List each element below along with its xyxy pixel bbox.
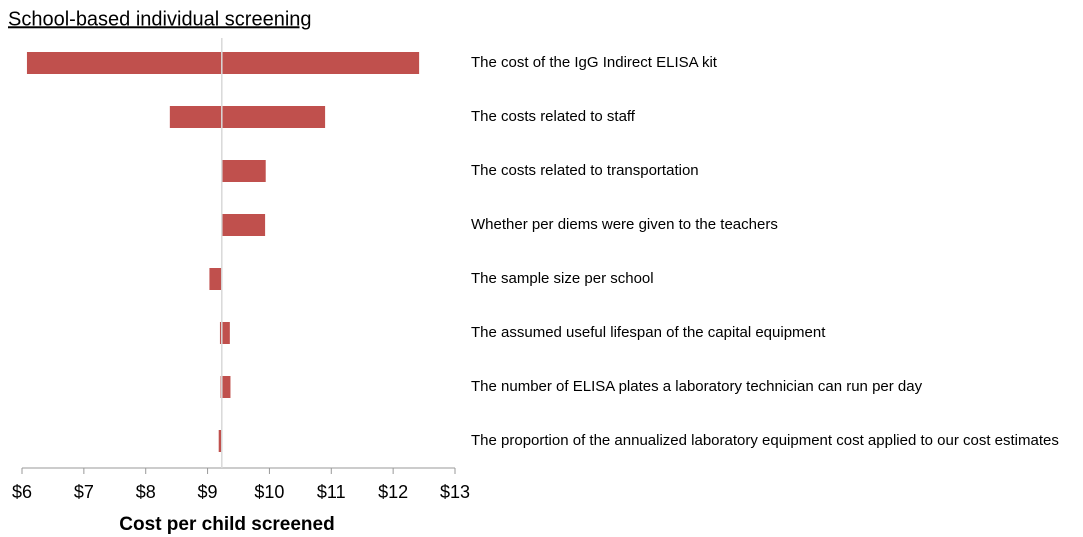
bar bbox=[209, 268, 222, 290]
category-label: The assumed useful lifespan of the capit… bbox=[471, 324, 826, 341]
chart-title: School-based individual screening bbox=[8, 8, 312, 30]
x-tick-label: $6 bbox=[12, 482, 32, 502]
category-label: The number of ELISA plates a laboratory … bbox=[471, 378, 923, 395]
bar bbox=[26, 52, 420, 74]
category-label: The proportion of the annualized laborat… bbox=[471, 432, 1059, 449]
x-tick-label: $13 bbox=[440, 482, 470, 502]
category-label: Whether per diems were given to the teac… bbox=[471, 216, 778, 233]
category-label: The cost of the IgG Indirect ELISA kit bbox=[471, 54, 718, 71]
bar bbox=[221, 214, 266, 236]
category-label: The costs related to staff bbox=[471, 108, 636, 125]
bar bbox=[221, 160, 266, 182]
bar bbox=[218, 430, 222, 452]
x-tick-label: $9 bbox=[198, 482, 218, 502]
category-label: The costs related to transportation bbox=[471, 162, 699, 179]
bar bbox=[169, 106, 326, 128]
bar bbox=[220, 376, 231, 398]
x-tick-label: $7 bbox=[74, 482, 94, 502]
category-label: The sample size per school bbox=[471, 270, 654, 287]
x-axis-label: Cost per child screened bbox=[119, 514, 334, 535]
x-tick-label: $12 bbox=[378, 482, 408, 502]
x-tick-label: $10 bbox=[254, 482, 284, 502]
bar bbox=[219, 322, 230, 344]
x-tick-label: $8 bbox=[136, 482, 156, 502]
x-tick-label: $11 bbox=[317, 482, 346, 502]
